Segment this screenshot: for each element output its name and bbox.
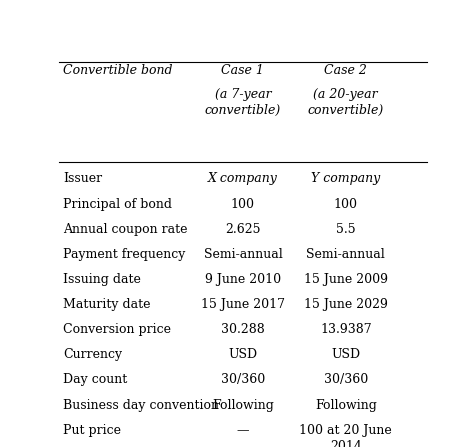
Text: 30/360: 30/360 [221,373,265,386]
Text: 9 June 2010: 9 June 2010 [205,273,281,286]
Text: X company: X company [208,173,278,186]
Text: 30/360: 30/360 [324,373,368,386]
Text: 15 June 2017: 15 June 2017 [201,298,285,311]
Text: Day count: Day count [63,373,127,386]
Text: 13.9387: 13.9387 [320,323,372,336]
Text: USD: USD [331,348,360,361]
Text: Semi-annual: Semi-annual [306,248,385,261]
Text: 5.5: 5.5 [336,223,356,236]
Text: Currency: Currency [63,348,122,361]
Text: Issuer: Issuer [63,173,102,186]
Text: Case 2: Case 2 [324,64,367,77]
Text: 15 June 2029: 15 June 2029 [304,298,388,311]
Text: Annual coupon rate: Annual coupon rate [63,223,187,236]
Text: Following: Following [212,399,274,412]
Text: Put price: Put price [63,424,121,437]
Text: 2.625: 2.625 [225,223,261,236]
Text: (a 7-year
convertible): (a 7-year convertible) [205,88,281,117]
Text: Y company: Y company [311,173,381,186]
Text: Payment frequency: Payment frequency [63,248,185,261]
Text: 30.288: 30.288 [221,323,265,336]
Text: —: — [237,424,249,437]
Text: Principal of bond: Principal of bond [63,198,172,211]
Text: Following: Following [315,399,377,412]
Text: 100: 100 [231,198,255,211]
Text: Convertible bond: Convertible bond [63,64,173,77]
Text: Maturity date: Maturity date [63,298,150,311]
Text: 100 at 20 June
2014: 100 at 20 June 2014 [300,424,392,447]
Text: USD: USD [228,348,257,361]
Text: Business day convention: Business day convention [63,399,219,412]
Text: 100: 100 [334,198,358,211]
Text: Conversion price: Conversion price [63,323,171,336]
Text: Semi-annual: Semi-annual [203,248,283,261]
Text: (a 20-year
convertible): (a 20-year convertible) [308,88,384,117]
Text: Case 1: Case 1 [221,64,264,77]
Text: Issuing date: Issuing date [63,273,141,286]
Text: 15 June 2009: 15 June 2009 [304,273,388,286]
